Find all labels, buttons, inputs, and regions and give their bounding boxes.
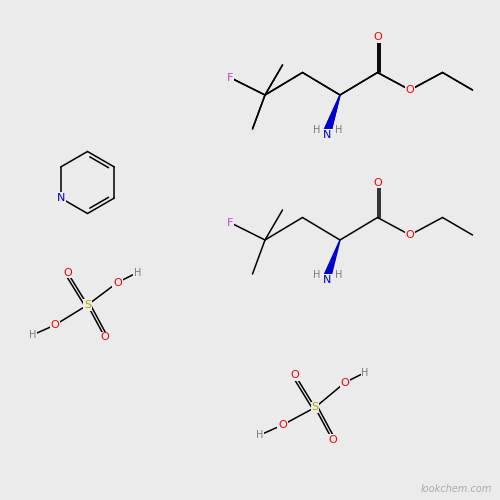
Text: O: O [290, 370, 300, 380]
Text: O: O [113, 278, 122, 287]
Text: S: S [312, 402, 318, 412]
Text: H: H [335, 270, 342, 280]
Text: O: O [406, 85, 414, 95]
Polygon shape [324, 240, 340, 277]
Text: H: H [313, 125, 320, 135]
Text: H: H [29, 330, 36, 340]
Text: O: O [100, 332, 110, 342]
Text: lookchem.com: lookchem.com [421, 484, 492, 494]
Text: N: N [56, 193, 65, 203]
Text: H: H [335, 125, 342, 135]
Text: N: N [324, 130, 332, 140]
Text: O: O [50, 320, 59, 330]
Text: F: F [227, 218, 233, 228]
Text: N: N [324, 275, 332, 285]
Text: O: O [406, 230, 414, 240]
Text: H: H [134, 268, 141, 278]
Polygon shape [324, 95, 340, 132]
Text: F: F [227, 72, 233, 83]
Text: O: O [373, 178, 382, 188]
Text: O: O [328, 435, 337, 445]
Text: H: H [313, 125, 320, 135]
Text: H: H [256, 430, 264, 440]
Text: N: N [324, 130, 332, 140]
Text: O: O [373, 32, 382, 42]
Text: S: S [84, 300, 91, 310]
Text: O: O [340, 378, 349, 388]
Text: O: O [373, 32, 382, 42]
Text: F: F [227, 72, 233, 83]
Polygon shape [324, 95, 340, 132]
Text: O: O [406, 85, 414, 95]
Text: O: O [278, 420, 287, 430]
Text: H: H [362, 368, 368, 378]
Text: H: H [313, 270, 320, 280]
Text: O: O [63, 268, 72, 278]
Text: H: H [335, 125, 342, 135]
